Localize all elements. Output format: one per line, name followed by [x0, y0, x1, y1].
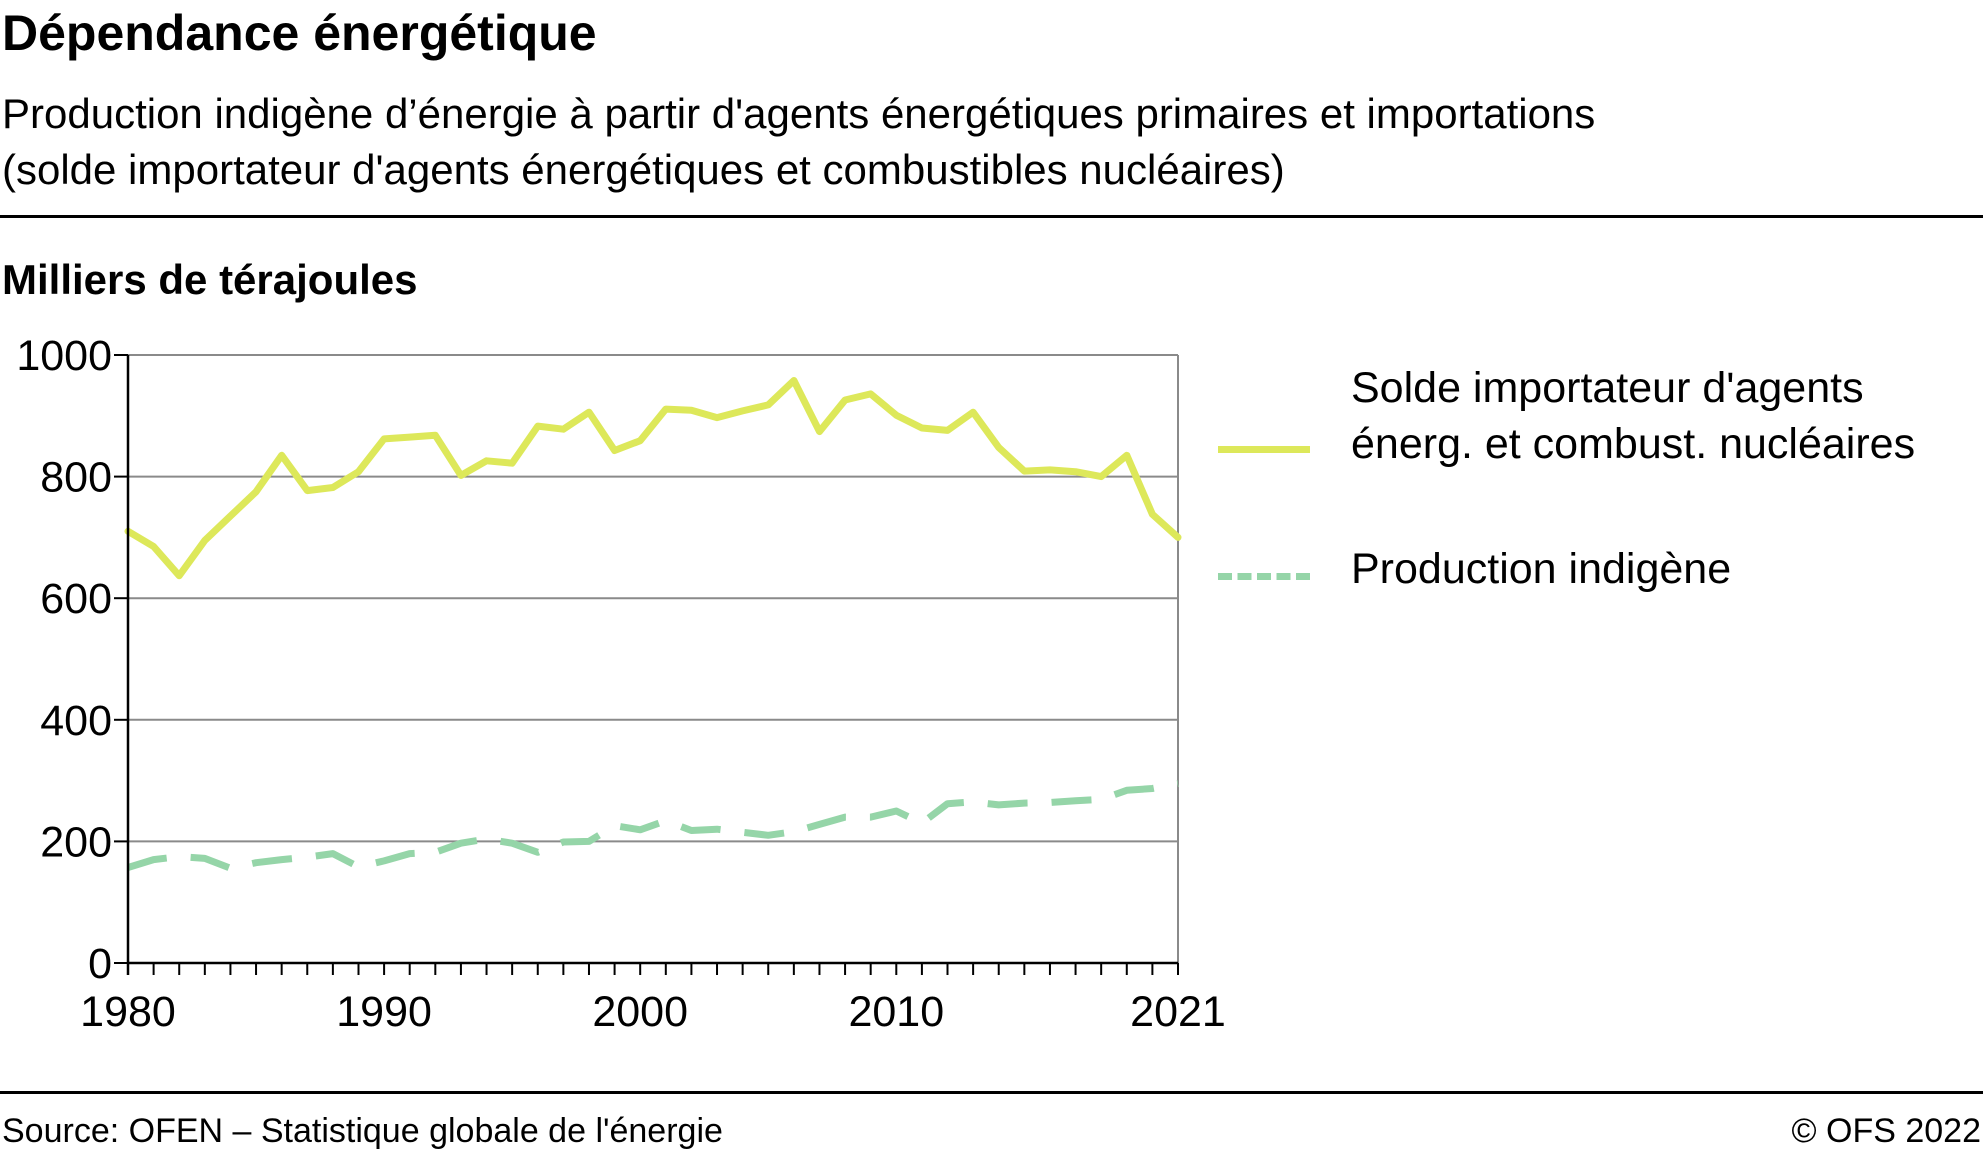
- y-tick-label-1000: 1000: [16, 332, 112, 380]
- chart-subtitle: Production indigène d’énergie à partir d…: [2, 86, 1902, 198]
- x-tick-label-2010: 2010: [848, 988, 944, 1036]
- y-tick-label-200: 200: [40, 818, 112, 866]
- header-divider: [0, 215, 1983, 218]
- x-tick-label-1980: 1980: [80, 988, 176, 1036]
- y-tick-label-800: 800: [40, 454, 112, 502]
- x-tick-label-1990: 1990: [336, 988, 432, 1036]
- legend-label-production: Production indigène: [1351, 545, 1732, 593]
- axes: [114, 354, 1179, 975]
- source-note: Source: OFEN – Statistique globale de l'…: [2, 1112, 723, 1150]
- series-line-1: [126, 780, 1179, 872]
- copyright-note: © OFS 2022: [1791, 1112, 1981, 1150]
- legend-swatch-imports: [1218, 446, 1310, 453]
- legend-swatch-production: [1218, 573, 1310, 580]
- series-line-0: [124, 377, 1182, 580]
- subtitle-line-1: Production indigène d’énergie à partir d…: [2, 90, 1596, 137]
- y-axis-unit-label: Milliers de térajoules: [2, 256, 418, 303]
- x-tick-label-2021: 2021: [1130, 988, 1226, 1036]
- y-tick-label-600: 600: [40, 575, 112, 623]
- subtitle-line-2: (solde importateur d'agents énergétiques…: [2, 146, 1285, 193]
- tick-labels: 0 200 400 600 800 1000 1980 1990 2000 2010 2021: [16, 332, 1226, 1036]
- grid-lines: [128, 354, 1179, 963]
- y-tick-label-400: 400: [40, 697, 112, 745]
- x-tick-label-2000: 2000: [592, 988, 688, 1036]
- y-tick-label-0: 0: [88, 940, 112, 988]
- footer-divider: [0, 1091, 1983, 1094]
- chart-title: Dépendance énergétique: [2, 5, 597, 61]
- legend-label-imports: Solde importateur d'agents énerg. et com…: [1351, 364, 1916, 468]
- series-lines: [124, 377, 1182, 872]
